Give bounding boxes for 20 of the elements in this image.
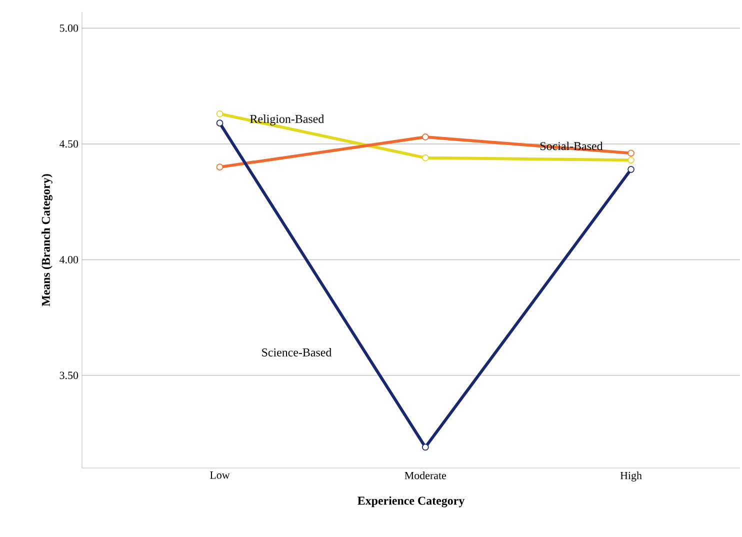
- x-tick-label: Moderate: [404, 472, 446, 480]
- point: [216, 164, 224, 171]
- y-tick-label: 4.00: [60, 256, 78, 264]
- point: [628, 166, 634, 173]
- series-label: Religion-Based: [250, 114, 324, 126]
- point: [422, 134, 429, 140]
- x-axis-title: Experience Category: [358, 496, 465, 508]
- point: [628, 150, 634, 157]
- y-axis-title: Means (Branch Category): [42, 174, 52, 306]
- y-tick-label: 3.50: [60, 372, 78, 380]
- text: Science-Based: [262, 348, 332, 356]
- y-tick-label: 4.50: [60, 140, 78, 148]
- point: [216, 110, 224, 118]
- y-tick-label: 5.00: [60, 24, 78, 32]
- x-tick-label: Low: [210, 472, 230, 479]
- point: [216, 120, 224, 127]
- point: [422, 154, 429, 162]
- point: [628, 156, 634, 164]
- x-tick-label: High: [620, 472, 642, 482]
- point: [422, 444, 429, 451]
